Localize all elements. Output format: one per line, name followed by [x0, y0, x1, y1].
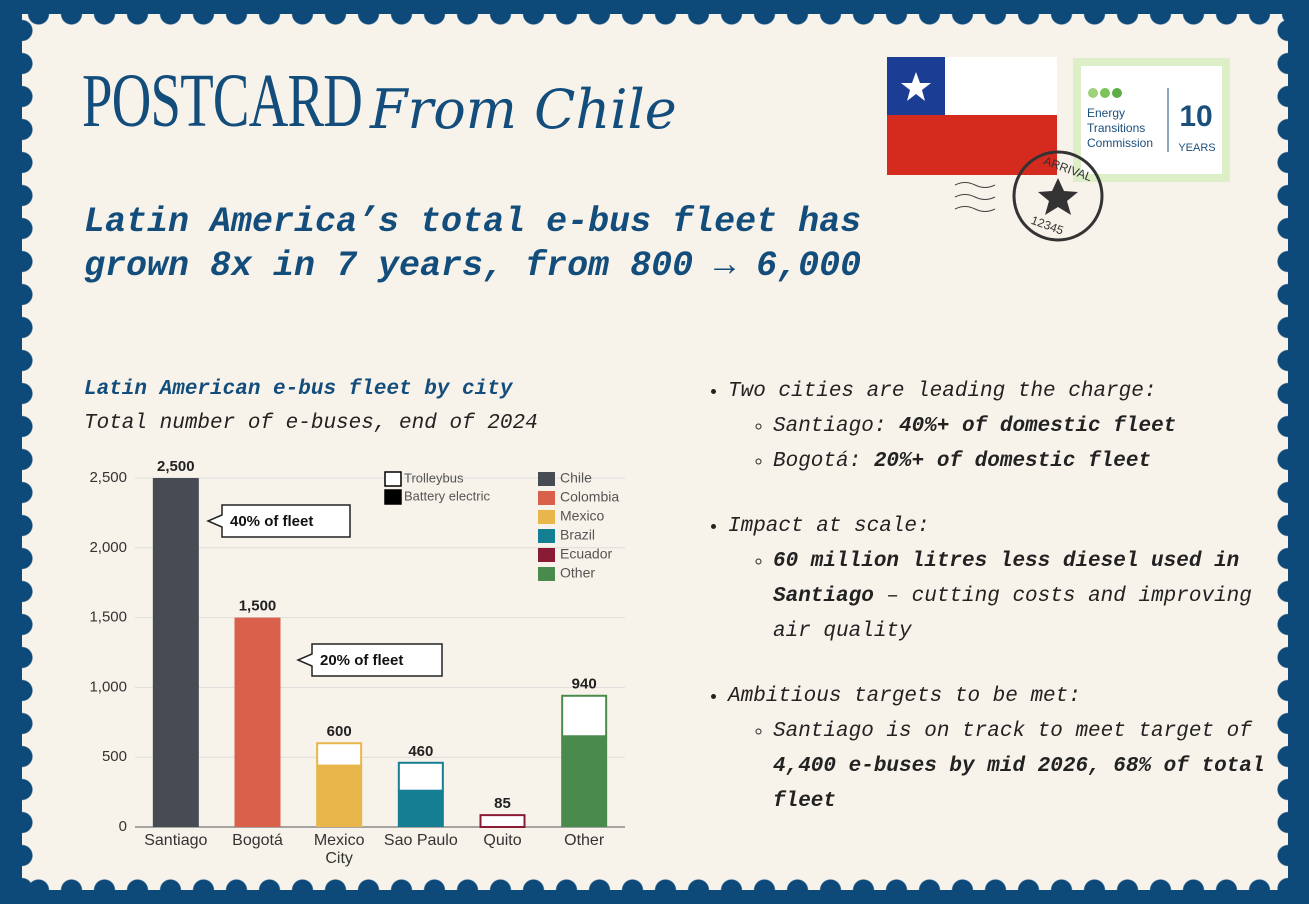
chart: Energy Transitions Commission 10 YEARS A… [0, 0, 1309, 904]
legend-swatch [385, 490, 401, 504]
x-tick-label: Mexico City [299, 832, 379, 868]
total-label: 460 [408, 743, 433, 760]
logo-name: Energy Transitions Commission [1087, 106, 1167, 151]
x-tick-label: Sao Paulo [381, 832, 461, 850]
total-label: 600 [327, 723, 352, 740]
bar-battery [235, 618, 281, 827]
total-label: 2,500 [157, 458, 195, 475]
y-tick-label: 2,000 [89, 539, 127, 556]
bar-trolleybus [399, 763, 443, 791]
x-tick-label: Bogotá [218, 832, 298, 850]
y-tick-label: 0 [119, 818, 127, 835]
logo-years: YEARS [1178, 142, 1215, 154]
total-label: 940 [572, 676, 597, 693]
legend-label: Other [560, 565, 595, 581]
page: POSTCARD From Chile Latin America’s tota… [0, 0, 1309, 904]
bar-trolleybus [317, 743, 361, 765]
y-tick-label: 1,500 [89, 609, 127, 626]
logo-name-box: Energy Transitions Commission [1087, 106, 1167, 158]
legend-label: Battery electric [404, 488, 490, 503]
legend-swatch [538, 491, 555, 505]
legend-swatch [538, 567, 555, 581]
legend-label: Trolleybus [404, 470, 464, 485]
bar-battery [561, 736, 607, 827]
total-label: 1,500 [239, 598, 277, 615]
callout-text: 20% of fleet [320, 652, 403, 669]
bar-battery [398, 791, 444, 827]
logo-number: 10 [1179, 100, 1212, 133]
bar-trolleybus [481, 815, 525, 827]
bar-battery [316, 766, 362, 827]
legend-label: Ecuador [560, 546, 612, 562]
legend-swatch [538, 510, 555, 524]
legend-label: Mexico [560, 508, 605, 524]
legend-swatch [538, 529, 555, 543]
x-tick-label: Other [544, 832, 624, 850]
bar-battery [153, 478, 199, 827]
x-tick-label: Quito [463, 832, 543, 850]
legend-swatch [538, 472, 555, 486]
legend-swatch [538, 548, 555, 562]
total-label: 85 [494, 795, 511, 812]
legend-label: Brazil [560, 527, 595, 543]
legend-swatch [385, 472, 401, 486]
logo-dot [1088, 88, 1098, 98]
y-tick-label: 1,000 [89, 678, 127, 695]
bar-trolleybus [562, 696, 606, 736]
y-tick-label: 500 [102, 748, 127, 765]
y-tick-label: 2,500 [89, 469, 127, 486]
legend-label: Colombia [560, 489, 619, 505]
postmark-waves [955, 183, 995, 212]
legend-label: Chile [560, 470, 592, 486]
flag [887, 115, 1057, 175]
x-tick-label: Santiago [136, 832, 216, 850]
logo-dot [1112, 88, 1122, 98]
callout-text: 40% of fleet [230, 513, 313, 530]
logo-dot [1100, 88, 1110, 98]
postmark-star [1038, 178, 1078, 215]
